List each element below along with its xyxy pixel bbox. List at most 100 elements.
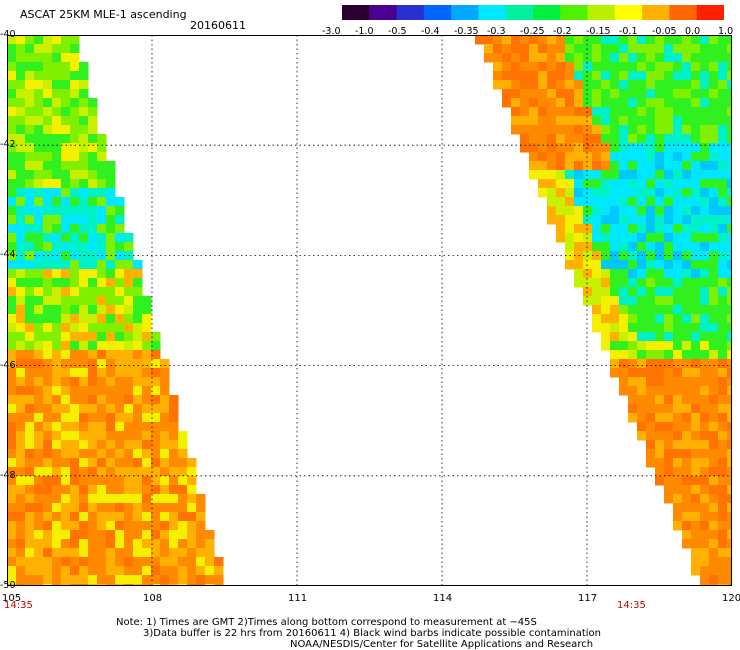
data-cell	[61, 197, 71, 207]
data-cell	[592, 278, 602, 288]
data-cell	[124, 314, 134, 324]
data-cell	[7, 395, 17, 405]
data-cell	[628, 98, 638, 108]
data-cell	[718, 575, 728, 585]
data-cell	[115, 530, 125, 540]
data-cell	[115, 431, 125, 441]
data-cell	[646, 170, 656, 180]
data-cell	[79, 503, 89, 513]
data-cell	[718, 53, 728, 63]
data-cell	[700, 476, 710, 486]
data-cell	[151, 440, 161, 450]
data-cell	[655, 197, 665, 207]
data-cell	[619, 242, 629, 252]
data-cell	[475, 35, 485, 45]
data-cell	[88, 431, 98, 441]
data-cell	[52, 125, 62, 135]
data-cell	[16, 359, 26, 369]
data-cell	[655, 89, 665, 99]
data-cell	[709, 224, 719, 234]
data-cell	[628, 368, 638, 378]
data-cell	[601, 116, 611, 126]
data-cell	[664, 62, 674, 72]
data-cell	[583, 125, 593, 135]
data-cell	[124, 395, 134, 405]
data-cell	[79, 485, 89, 495]
data-cell	[691, 296, 701, 306]
data-cell	[169, 575, 179, 585]
data-cell	[673, 476, 683, 486]
data-cell	[619, 350, 629, 360]
data-cell	[142, 314, 152, 324]
data-cell	[664, 377, 674, 387]
data-cell	[646, 377, 656, 387]
data-cell	[160, 359, 170, 369]
data-cell	[673, 35, 683, 45]
data-cell	[16, 467, 26, 477]
data-cell	[628, 377, 638, 387]
data-cell	[25, 530, 35, 540]
data-cell	[565, 125, 575, 135]
data-cell	[538, 44, 548, 54]
swath-time-east: 14:35	[617, 600, 646, 611]
data-cell	[52, 224, 62, 234]
colorbar-segment	[505, 5, 534, 20]
data-cell	[52, 71, 62, 81]
data-cell	[25, 116, 35, 126]
data-cell	[115, 476, 125, 486]
data-cell	[538, 53, 548, 63]
data-cell	[88, 350, 98, 360]
data-cell	[115, 359, 125, 369]
data-cell	[682, 314, 692, 324]
data-cell	[70, 98, 80, 108]
data-cell	[25, 170, 35, 180]
data-cell	[79, 548, 89, 558]
data-cell	[79, 233, 89, 243]
data-cell	[664, 458, 674, 468]
data-cell	[178, 521, 188, 531]
data-cell	[7, 512, 17, 522]
data-cell	[601, 287, 611, 297]
data-cell	[88, 503, 98, 513]
data-cell	[133, 386, 143, 396]
lat-lon-grid	[7, 35, 732, 586]
data-cell	[700, 503, 710, 513]
data-cell	[700, 134, 710, 144]
data-cell	[43, 395, 53, 405]
data-cell	[16, 305, 26, 315]
data-cell	[727, 332, 732, 342]
data-cell	[637, 179, 647, 189]
data-cell	[655, 80, 665, 90]
data-cell	[25, 278, 35, 288]
data-cell	[7, 35, 17, 45]
data-cell	[628, 152, 638, 162]
data-cell	[718, 116, 728, 126]
data-cell	[142, 440, 152, 450]
data-cell	[700, 440, 710, 450]
data-cell	[718, 206, 728, 216]
data-cell	[691, 44, 701, 54]
data-cell	[619, 233, 629, 243]
data-cell	[133, 539, 143, 549]
data-cell	[115, 422, 125, 432]
data-cell	[88, 359, 98, 369]
data-cell	[601, 224, 611, 234]
data-cell	[718, 224, 728, 234]
data-cell	[664, 359, 674, 369]
data-cell	[556, 188, 566, 198]
data-cell	[727, 314, 732, 324]
data-cell	[718, 71, 728, 81]
latitude-label: -40	[0, 29, 16, 40]
data-cell	[124, 440, 134, 450]
data-cell	[124, 530, 134, 540]
data-cell	[88, 332, 98, 342]
data-cell	[16, 368, 26, 378]
data-cell	[655, 242, 665, 252]
data-cell	[709, 305, 719, 315]
data-cell	[655, 305, 665, 315]
data-cell	[151, 557, 161, 567]
data-cell	[673, 233, 683, 243]
data-cell	[664, 305, 674, 315]
data-cell	[700, 512, 710, 522]
data-cell	[16, 188, 26, 198]
